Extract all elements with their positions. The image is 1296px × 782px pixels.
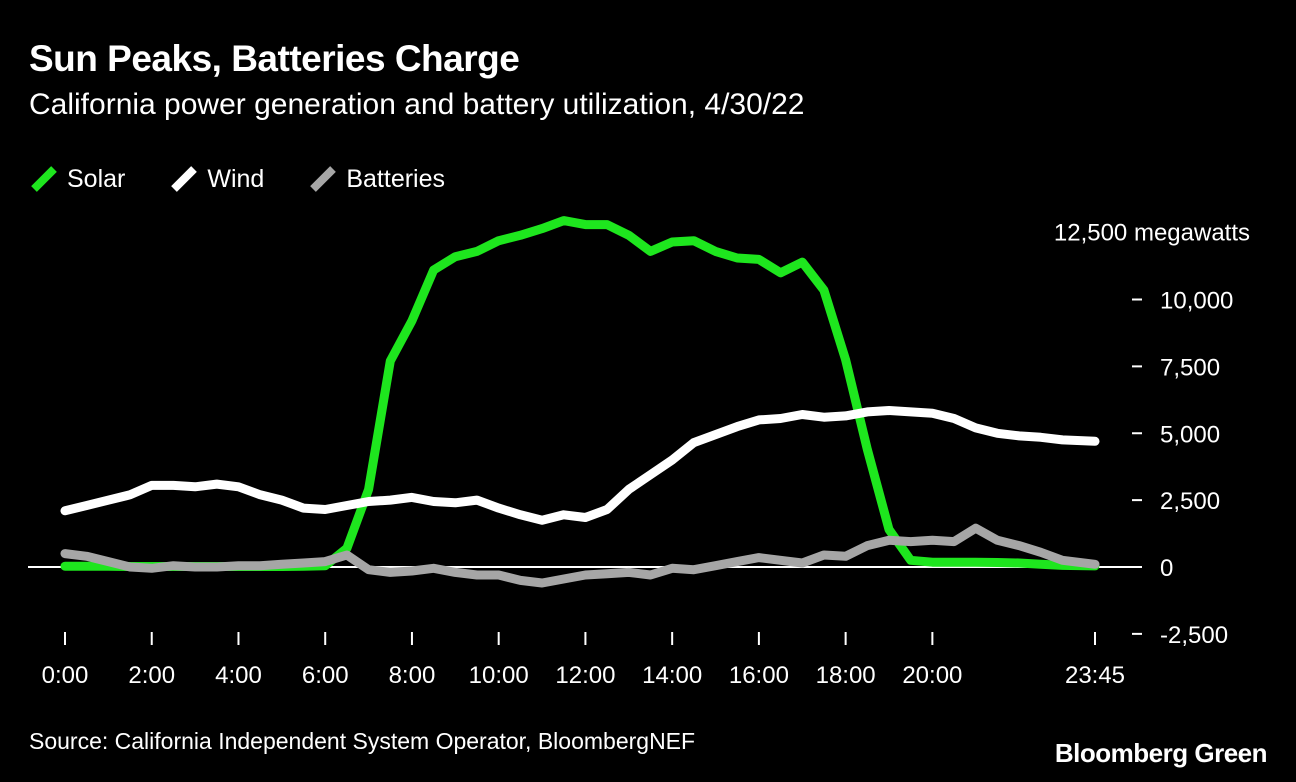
y-axis: -2,500 0 2,500 5,000 7,500 10,000 (1132, 288, 1233, 649)
series-line-wind (60, 406, 1100, 525)
x-tick-label: 6:00 (302, 662, 349, 689)
x-tick-label: 2:00 (128, 662, 175, 689)
series-group (60, 216, 1100, 588)
y-tick-label: 7,500 (1160, 354, 1220, 381)
legend-label-batteries: Batteries (346, 164, 446, 193)
legend-swatch-batteries-icon (308, 164, 338, 194)
legend-item-solar: Solar (29, 164, 125, 194)
y-axis-unit-label: 12,500 megawatts (1054, 220, 1250, 247)
y-tick-label: 2,500 (1160, 488, 1220, 515)
y-tick-label: 0 (1160, 555, 1173, 582)
x-tick-label: 16:00 (729, 662, 789, 689)
x-tick-label: 14:00 (642, 662, 702, 689)
legend-swatch-wind-icon (169, 164, 199, 194)
chart-subtitle: California power generation and battery … (29, 88, 805, 121)
legend-label-solar: Solar (67, 164, 126, 193)
legend: Solar Wind Batteries (29, 164, 489, 194)
x-axis: 0:00 2:00 4:00 6:00 8:00 10:00 12:00 14:00 16:00… (42, 632, 1125, 689)
legend-swatch-solar-icon (29, 164, 59, 194)
brand-logo: Bloomberg Green (1054, 738, 1268, 768)
x-tick-label: 0:00 (42, 662, 89, 689)
source-note: Source: California Independent System Op… (29, 728, 696, 754)
x-tick-label: 18:00 (816, 662, 876, 689)
y-tick-label: 10,000 (1160, 288, 1233, 315)
chart-title: Sun Peaks, Batteries Charge (29, 38, 520, 79)
x-tick-label: 20:00 (902, 662, 962, 689)
legend-label-wind: Wind (207, 164, 265, 193)
series-line-batteries (60, 523, 1100, 588)
x-tick-label: 12:00 (555, 662, 615, 689)
x-tick-label: 23:45 (1065, 662, 1125, 689)
y-tick-label: 5,000 (1160, 421, 1220, 448)
legend-item-batteries: Batteries (308, 164, 445, 194)
legend-item-wind: Wind (169, 164, 264, 194)
x-tick-label: 4:00 (215, 662, 262, 689)
y-tick-label: -2,500 (1160, 622, 1228, 649)
x-tick-label: 10:00 (469, 662, 529, 689)
x-tick-label: 8:00 (389, 662, 436, 689)
